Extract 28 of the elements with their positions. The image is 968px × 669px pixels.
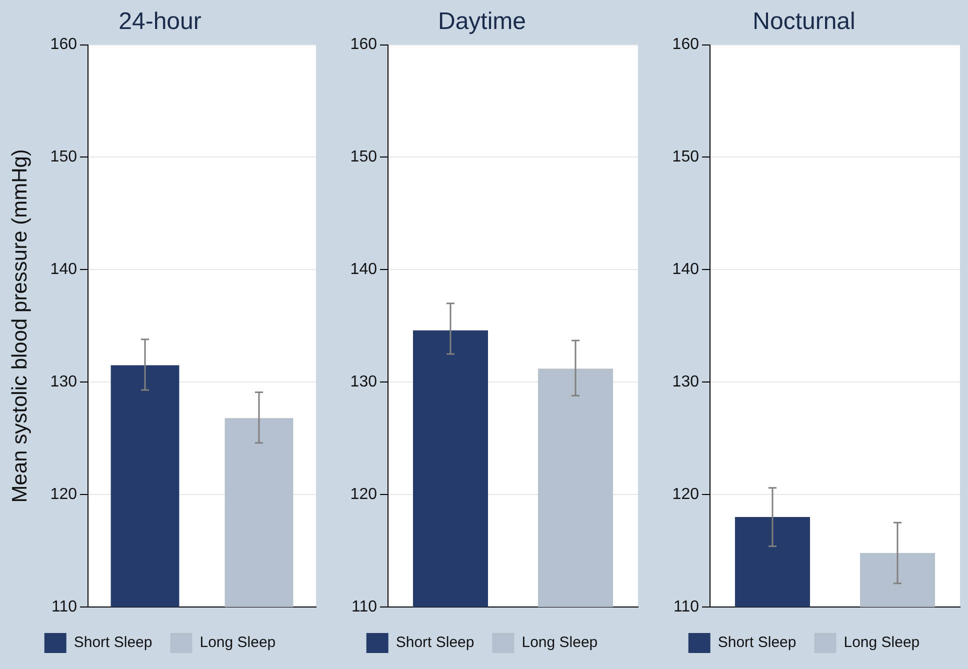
y-tick-label: 150 (350, 148, 378, 166)
legend-label: Long Sleep (522, 634, 598, 652)
y-tick-label: 110 (673, 598, 700, 616)
legend-label: Short Sleep (396, 634, 474, 652)
y-tick-label: 120 (50, 486, 78, 503)
y-tick-label: 140 (50, 261, 78, 278)
y-tick-label: 140 (672, 261, 700, 278)
legend-label: Short Sleep (718, 634, 796, 652)
y-tick-label: 130 (50, 374, 78, 391)
y-tick-label: 120 (350, 486, 378, 503)
chart-title: Nocturnal (752, 8, 856, 36)
chart-title: 24-hour (118, 8, 202, 36)
y-tick-label: 110 (51, 598, 78, 616)
chart-title: Daytime (438, 8, 526, 36)
y-tick-label: 160 (50, 36, 78, 54)
y-tick-label: 150 (50, 148, 78, 166)
y-tick-label: 110 (351, 598, 378, 616)
y-tick-label: 130 (350, 374, 378, 391)
y-tick-label: 160 (350, 36, 378, 54)
legend-label: Long Sleep (200, 634, 276, 652)
y-axis-title: Mean systolic blood pressure (mmHg) (8, 149, 32, 503)
y-tick-label: 150 (672, 148, 700, 166)
y-tick-label: 130 (672, 374, 700, 391)
y-tick-label: 120 (672, 486, 700, 503)
y-tick-label: 140 (350, 261, 378, 278)
y-tick-label: 160 (672, 36, 700, 54)
legend-label: Long Sleep (844, 634, 920, 652)
legend-label: Short Sleep (74, 634, 152, 652)
